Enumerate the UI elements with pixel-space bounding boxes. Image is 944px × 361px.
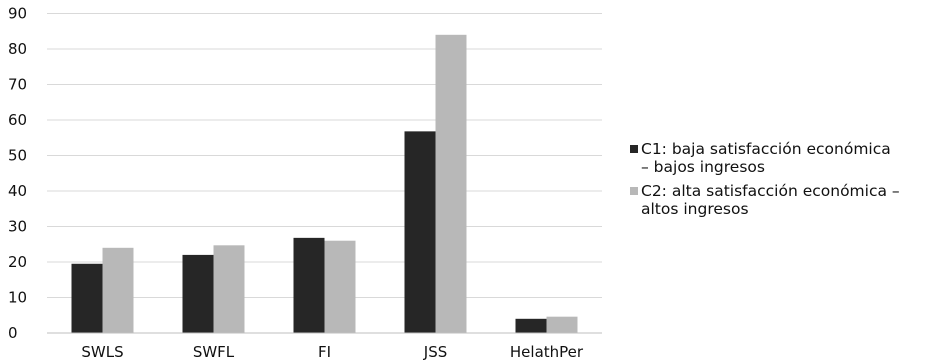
bar-swls-s1 xyxy=(71,263,103,333)
y-tick-label: 40 xyxy=(8,182,27,200)
legend-label-c2-line1: C2: alta satisfacción económica – xyxy=(641,182,900,200)
y-tick-label: 90 xyxy=(8,5,27,23)
x-tick-label: HelathPer xyxy=(510,343,584,361)
bar-helathper-s1 xyxy=(515,318,547,333)
x-tick-label: FI xyxy=(318,343,331,361)
y-tick-label: 60 xyxy=(8,111,27,129)
bars xyxy=(71,34,578,334)
bar-fi-s1 xyxy=(293,237,325,333)
bar-fi-s2 xyxy=(324,240,356,333)
y-tick-label: 10 xyxy=(8,289,27,307)
legend-label-c1: C1: baja satisfacción económica – bajos … xyxy=(641,140,891,176)
bar-swfl-s2 xyxy=(213,245,245,333)
legend-item-c2: C2: alta satisfacción económica – altos … xyxy=(630,182,940,218)
legend-swatch-c1 xyxy=(630,145,638,153)
bar-jss-s2 xyxy=(435,34,467,334)
bar-helathper-s2 xyxy=(546,316,578,333)
legend: C1: baja satisfacción económica – bajos … xyxy=(630,140,940,224)
y-tick-label: 80 xyxy=(8,40,27,58)
x-axis-labels: SWLS SWFL FI JSS HelathPer xyxy=(81,343,584,361)
legend-label-c2: C2: alta satisfacción económica – altos … xyxy=(641,182,900,218)
legend-label-c2-line2: altos ingresos xyxy=(641,200,749,218)
bar-jss-s1 xyxy=(404,131,436,333)
y-tick-label: 50 xyxy=(8,147,27,165)
legend-item-c1: C1: baja satisfacción económica – bajos … xyxy=(630,140,940,176)
bar-swfl-s1 xyxy=(182,254,214,333)
legend-label-c1-line2: – bajos ingresos xyxy=(641,158,765,176)
x-tick-label: SWFL xyxy=(193,343,235,361)
y-tick-label: 70 xyxy=(8,76,27,94)
bar-swls-s2 xyxy=(102,247,134,333)
y-tick-label: 30 xyxy=(8,218,27,236)
legend-label-c1-line1: C1: baja satisfacción económica xyxy=(641,140,891,158)
x-tick-label: SWLS xyxy=(81,343,123,361)
y-tick-label: 0 xyxy=(8,324,18,342)
gridlines xyxy=(47,13,602,298)
x-tick-label: JSS xyxy=(423,343,447,361)
y-tick-label: 20 xyxy=(8,253,27,271)
legend-swatch-c2 xyxy=(630,187,638,195)
y-axis-ticks: 0 10 20 30 40 50 60 70 80 90 xyxy=(8,5,27,343)
